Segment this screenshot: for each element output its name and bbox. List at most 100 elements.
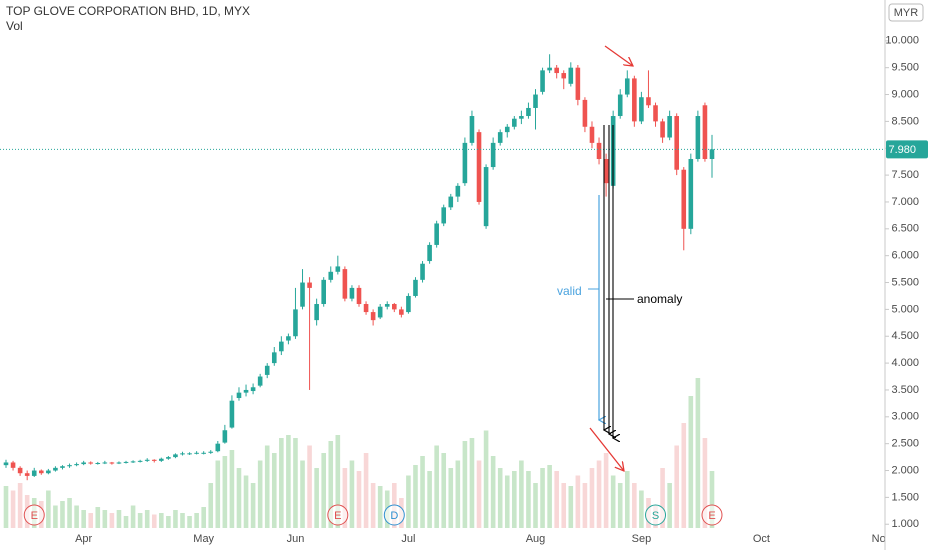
volume-bar [568, 486, 574, 528]
volume-bar [441, 453, 447, 528]
candle-body [342, 269, 348, 299]
y-tick-label: 4.500 [891, 330, 919, 342]
volume-bar [561, 483, 567, 528]
candle-body [180, 453, 185, 455]
volume-bar [123, 516, 129, 528]
candle-body [335, 266, 341, 272]
volume-bar [519, 460, 524, 528]
volume-bar [271, 453, 277, 528]
price-pane [0, 54, 885, 481]
volume-bar [3, 486, 9, 528]
event-label: E [334, 510, 341, 522]
volume-bar [617, 483, 623, 528]
volume-bar [624, 471, 630, 528]
volume-bar [610, 475, 616, 528]
volume-bar [67, 498, 72, 528]
candle-body [250, 387, 256, 392]
volume-bar [540, 468, 545, 528]
volume-bar [667, 483, 672, 528]
candle-body [286, 336, 291, 341]
volume-bar [109, 513, 115, 528]
x-tick-label: Jun [287, 533, 305, 545]
candle-body [540, 70, 545, 92]
candle-body [236, 392, 242, 399]
event-marker [23, 504, 45, 526]
volume-bar [279, 438, 284, 528]
candle-body [215, 443, 221, 452]
volume-bar [504, 475, 510, 528]
volume-bar [709, 471, 715, 528]
candle-body [448, 196, 454, 208]
candle-body [102, 462, 108, 464]
candle-body [17, 467, 23, 474]
candle-body [526, 107, 531, 117]
last-price-box [886, 140, 928, 159]
volume-bar [356, 471, 362, 528]
volume-bar [208, 483, 214, 528]
volume-bar [688, 396, 694, 528]
volume-bar [194, 513, 199, 528]
candle-body [187, 453, 192, 455]
volume-bar [582, 483, 588, 528]
candle-body [377, 306, 383, 318]
volume-bar [660, 468, 665, 528]
currency-box[interactable] [888, 3, 924, 22]
volume-bar [88, 513, 94, 528]
y-tick-label: 7.000 [891, 196, 919, 208]
candle-body [257, 376, 263, 386]
y-tick-label: 6.500 [891, 223, 919, 235]
x-tick-label: Jul [401, 533, 415, 545]
x-tick-label: Aug [526, 533, 546, 545]
y-tick-label: 9.500 [891, 62, 919, 74]
currency[interactable]: MYR [894, 7, 919, 19]
event-label: E [708, 510, 715, 522]
red-arrow [589, 427, 624, 471]
volume-bar [173, 510, 178, 528]
volume-bar [10, 490, 16, 528]
candle-body [384, 304, 390, 307]
volume-bar [264, 445, 270, 528]
candle-body [646, 97, 651, 106]
candle-body [561, 73, 567, 79]
candle-body [53, 467, 58, 471]
candle-body [660, 121, 665, 138]
candle-body [10, 462, 16, 468]
volume-bar [201, 507, 206, 528]
volume-bar [512, 471, 517, 528]
candle-body [201, 452, 206, 454]
x-tick-label: May [193, 533, 214, 545]
volume-bar [497, 468, 503, 528]
candle-body [547, 67, 552, 71]
volume-bar [554, 471, 559, 528]
volume-bar [603, 453, 609, 528]
candle-body [293, 309, 298, 337]
volume-bar [596, 460, 602, 528]
y-tick-label: 6.000 [891, 250, 919, 262]
y-tick-label: 2.500 [891, 438, 919, 450]
candle-body [512, 118, 517, 127]
event-label: S [652, 510, 659, 522]
volume-bar [130, 505, 136, 528]
volume-bar [674, 445, 679, 528]
candle-body [462, 142, 468, 184]
volume-bar [307, 445, 312, 528]
candle-body [420, 263, 425, 280]
volume-bar [159, 513, 164, 528]
candle-body [109, 462, 115, 464]
candle-body [434, 223, 439, 245]
candle-body [88, 462, 94, 464]
y-tick-label: 7.500 [891, 169, 919, 181]
volume-bar [476, 460, 482, 528]
volume-bar [180, 513, 185, 528]
candle-body [363, 304, 369, 313]
event-marker [383, 504, 405, 526]
candle-body [476, 132, 482, 202]
volume-bar [236, 468, 242, 528]
volume-bar [46, 490, 51, 528]
volume-bar [151, 514, 157, 528]
candle-body [81, 462, 86, 465]
volume-bar [377, 486, 383, 528]
volume-bar [321, 453, 326, 528]
candle-body [667, 116, 672, 138]
volume-bar [526, 471, 531, 528]
